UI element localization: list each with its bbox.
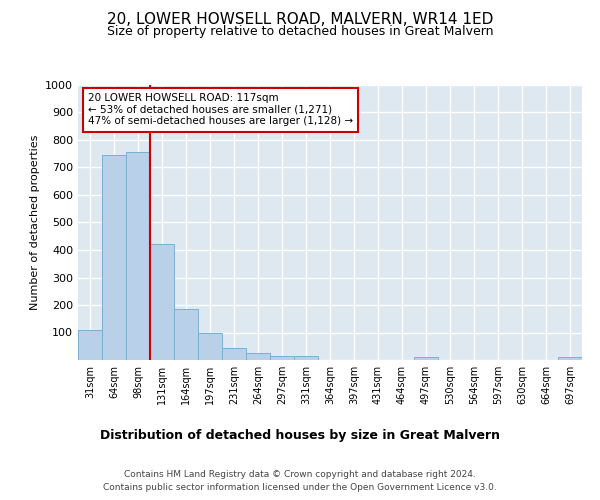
Bar — [78, 330, 102, 360]
Bar — [126, 152, 150, 360]
Bar — [414, 357, 438, 360]
Bar — [558, 357, 582, 360]
Bar — [246, 353, 270, 360]
Text: Distribution of detached houses by size in Great Malvern: Distribution of detached houses by size … — [100, 430, 500, 442]
Text: 20 LOWER HOWSELL ROAD: 117sqm
← 53% of detached houses are smaller (1,271)
47% o: 20 LOWER HOWSELL ROAD: 117sqm ← 53% of d… — [88, 93, 353, 126]
Bar — [174, 309, 198, 360]
Bar — [222, 348, 246, 360]
Text: Contains HM Land Registry data © Crown copyright and database right 2024.: Contains HM Land Registry data © Crown c… — [124, 470, 476, 479]
Bar — [150, 244, 174, 360]
Text: 20, LOWER HOWSELL ROAD, MALVERN, WR14 1ED: 20, LOWER HOWSELL ROAD, MALVERN, WR14 1E… — [107, 12, 493, 28]
Text: Contains public sector information licensed under the Open Government Licence v3: Contains public sector information licen… — [103, 482, 497, 492]
Bar — [294, 356, 318, 360]
Y-axis label: Number of detached properties: Number of detached properties — [29, 135, 40, 310]
Bar — [102, 155, 126, 360]
Text: Size of property relative to detached houses in Great Malvern: Size of property relative to detached ho… — [107, 25, 493, 38]
Bar — [198, 332, 222, 360]
Bar — [270, 356, 294, 360]
